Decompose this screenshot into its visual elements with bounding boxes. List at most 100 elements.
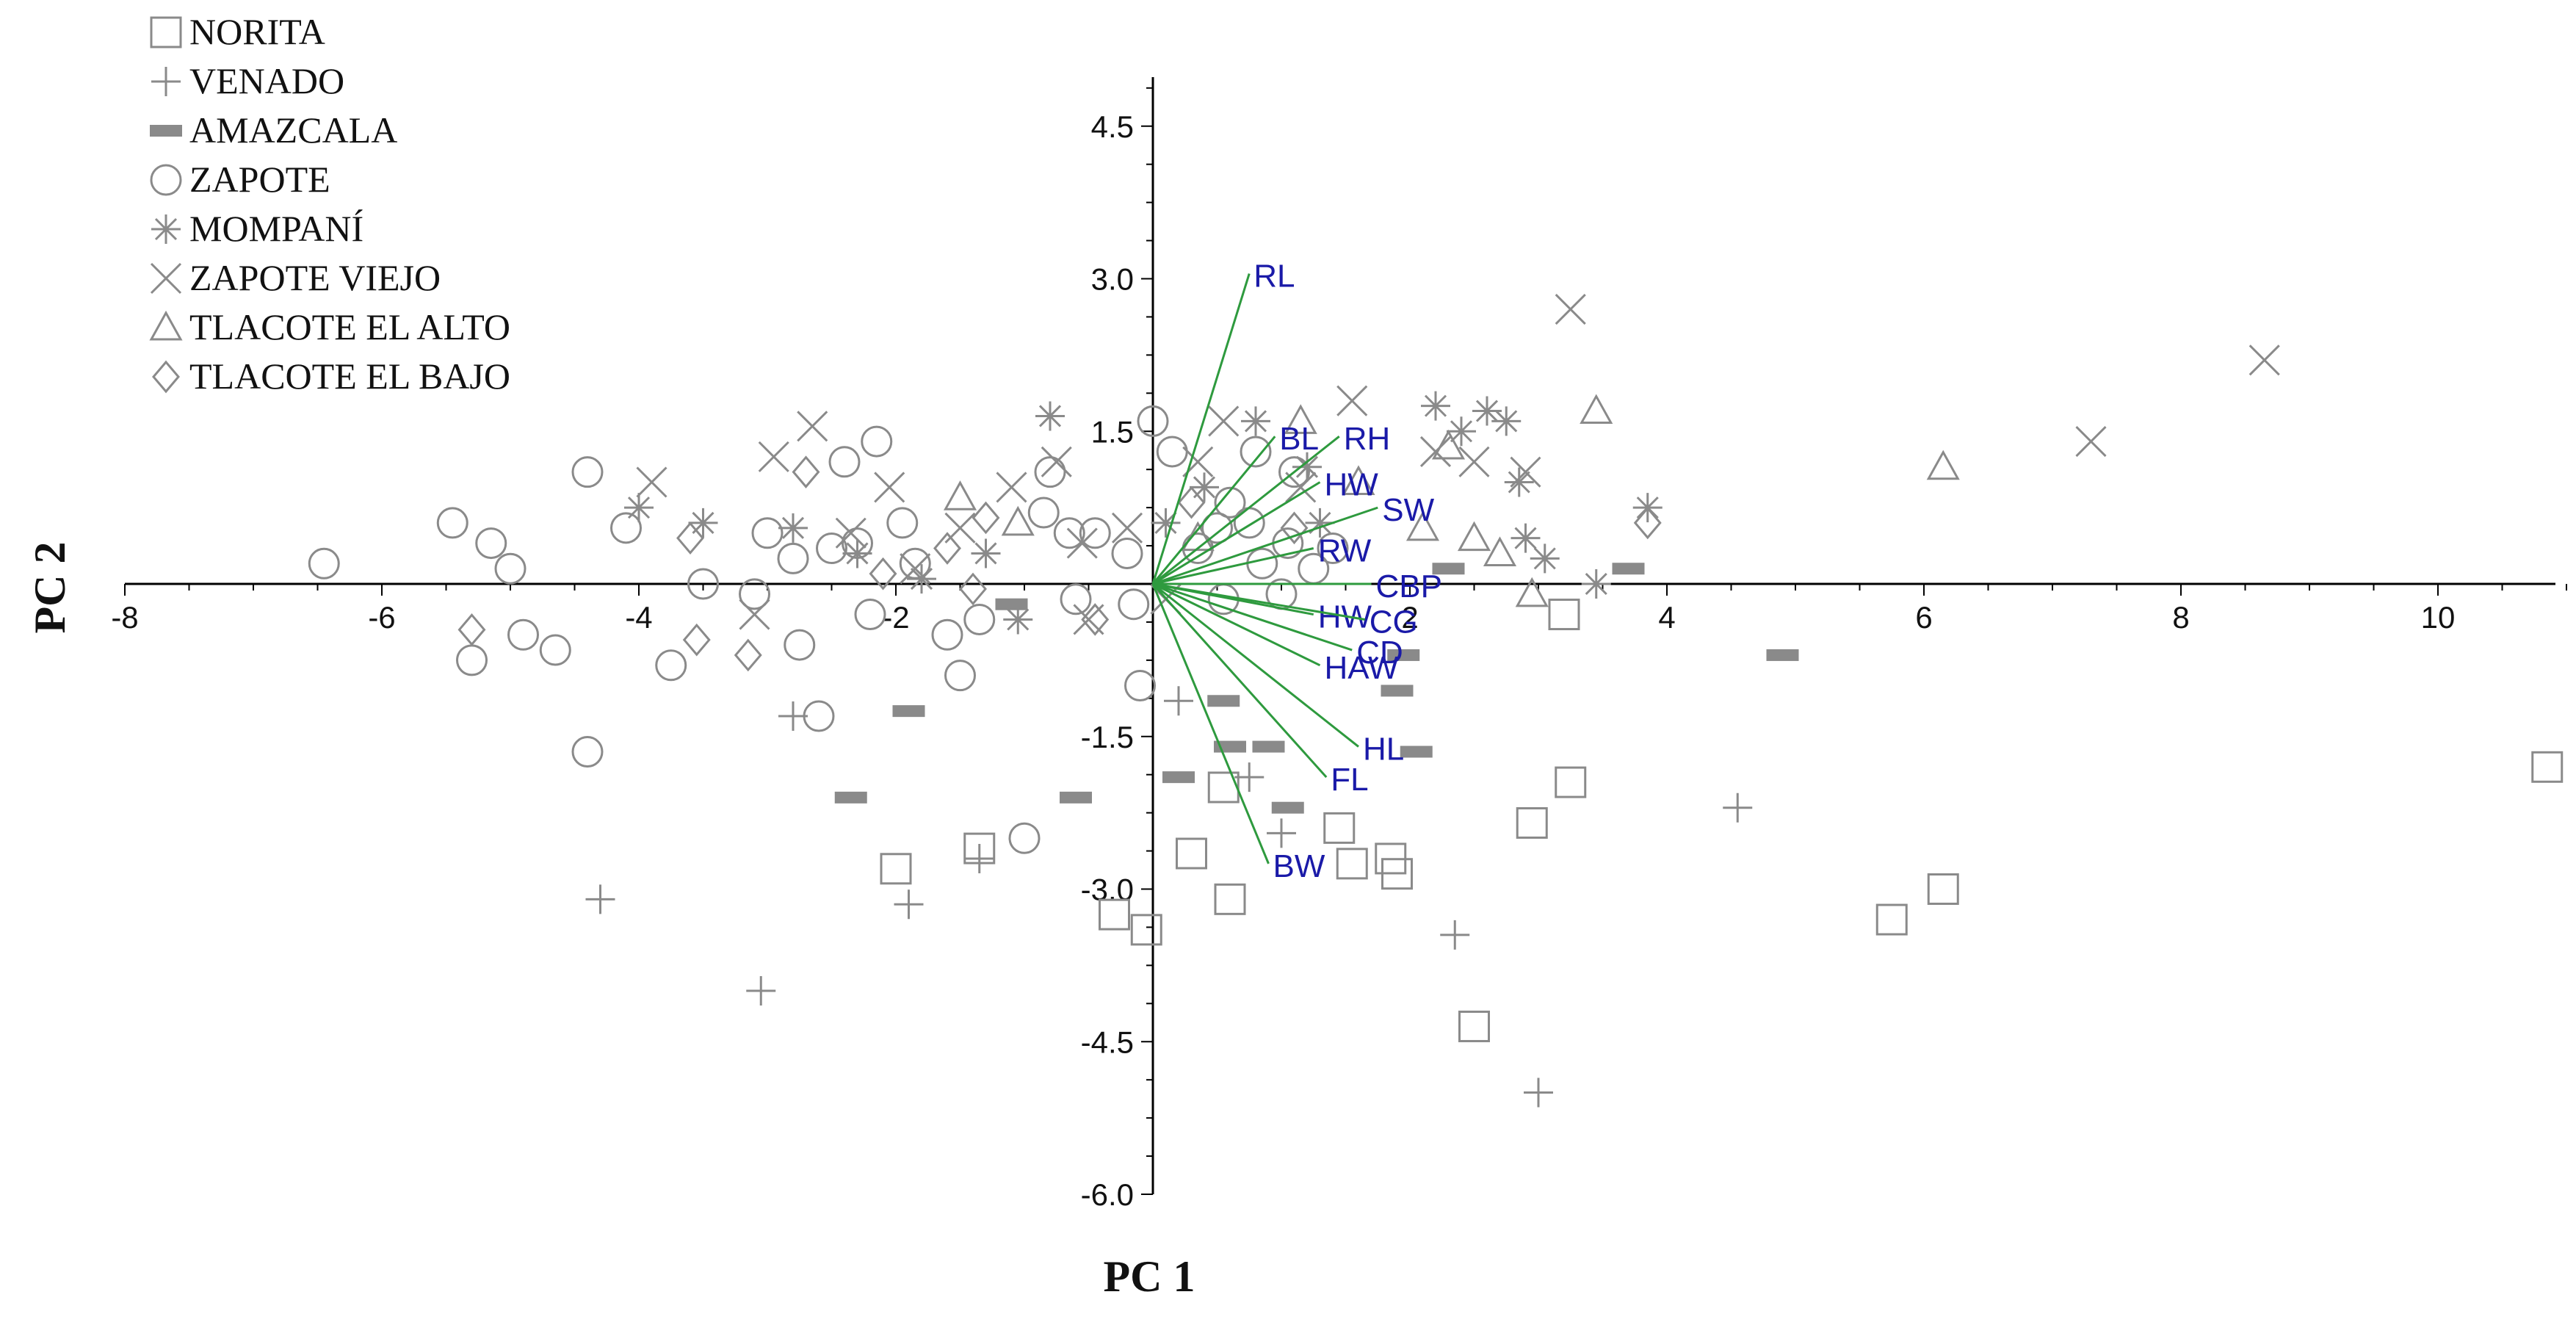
data-point [1612,563,1645,575]
data-point [1190,472,1219,502]
y-axis-title: PC 2 [26,542,74,634]
data-point [797,411,828,442]
data-point [1458,446,1490,477]
data-point [636,466,667,498]
data-point [1440,920,1470,950]
loading-vector-line [1152,582,1359,748]
data-point [1060,791,1092,804]
data-point [739,578,770,610]
data-point [959,572,987,606]
data-point [996,472,1027,503]
loading-vector-line [1151,583,1270,864]
data-point [1176,837,1207,870]
data-point [778,701,808,732]
loading-vector-label: HAW [1325,650,1399,686]
loading-vector-line [1151,436,1276,585]
data-point [1875,903,1908,936]
data-point [1555,766,1587,798]
data-point [1234,762,1265,793]
legend-label: VENADO [189,60,344,101]
data-point [436,507,468,539]
data-point [1156,436,1188,468]
legend-marker [150,164,182,196]
data-point [457,613,486,646]
data-point [1164,686,1193,716]
data-point [655,649,687,682]
data-point [1099,898,1130,931]
loading-vector-label: RW [1318,533,1372,569]
data-point [688,508,718,538]
loading-vector-label: BL [1279,421,1319,457]
data-point [1336,848,1368,880]
data-point [1400,745,1433,758]
data-point [758,441,789,472]
data-point [2248,344,2280,376]
data-point [1530,544,1560,574]
legend-item: NORITA [150,11,325,52]
data-point [1472,396,1502,426]
data-point [1421,391,1450,421]
x-tick-label: 6 [1915,600,1932,635]
data-point [1118,588,1150,621]
data-point [1323,812,1356,844]
data-point [828,446,861,478]
data-point [1405,510,1440,541]
legend: NORITA VENADO AMAZCALA ZAPOTE MOMPANÍ ZAPOTE … [149,11,510,397]
loading-vector-line [1152,435,1340,585]
data-point [892,705,925,718]
data-point [842,538,872,568]
legend-label: NORITA [189,11,325,52]
data-point [494,552,527,585]
loading-vector-label: HL [1363,732,1404,768]
data-point [1580,394,1613,425]
data-point [1387,649,1420,661]
data-point [1381,685,1414,697]
data-point [1317,532,1349,565]
data-point [585,884,615,914]
legend-item: MOMPANÍ [151,208,363,249]
series-zapote-viejo [636,293,2280,635]
data-point [687,568,719,600]
loading-vector-line [1152,582,1321,667]
data-point [1510,456,1541,488]
data-point [894,889,924,920]
data-point [907,564,936,594]
data-point [1292,452,1322,482]
data-point [1081,603,1110,636]
legend-label: ZAPOTE VIEJO [189,257,441,298]
legend-marker [149,310,183,341]
data-point [886,507,919,539]
legend-label: MOMPANÍ [189,208,363,249]
legend-marker [150,262,182,295]
data-point [1633,506,1662,540]
series-tlacote-el-alto [943,394,1960,607]
data-point [1548,599,1580,631]
data-point [816,532,847,565]
data-point [1504,467,1534,497]
data-point [1008,822,1041,854]
data-point [1431,429,1466,460]
data-point [931,618,963,651]
y-tick-label: 1.5 [1091,414,1134,449]
data-point [1483,536,1517,566]
data-point [995,598,1028,610]
data-point [900,553,931,585]
legend-label: TLACOTE EL ALTO [189,306,510,347]
legend-marker [150,125,182,137]
data-point [1034,456,1066,488]
data-point [1201,512,1233,544]
loading-vector-label: SW [1382,492,1434,528]
scatter-points [308,293,2564,1108]
data-point [1271,801,1304,814]
data-point [746,976,776,1006]
data-point [1214,486,1246,519]
data-point [1766,649,1799,661]
data-point [1124,670,1156,701]
loading-vector-label: CG [1370,604,1418,640]
series-mompan- [624,391,1663,635]
data-point [1555,293,1586,325]
data-point [943,480,977,510]
y-tick-label: -4.5 [1081,1025,1134,1059]
data-point [1130,914,1162,946]
data-point [1491,406,1522,436]
